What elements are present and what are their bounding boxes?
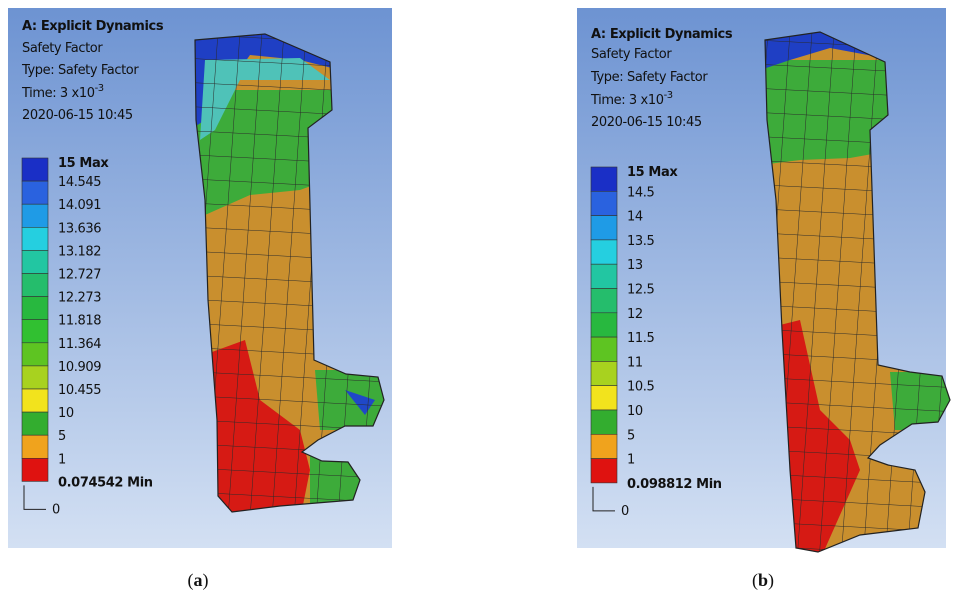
legend-swatch — [22, 458, 48, 481]
header-title: A: Explicit Dynamics — [591, 27, 733, 42]
legend-swatch — [591, 216, 617, 240]
legend-swatch — [591, 167, 617, 191]
legend-zero: 0 — [621, 504, 629, 519]
legend-swatch — [22, 158, 48, 181]
header-result: Safety Factor — [22, 41, 103, 56]
legend-label: 10.5 — [627, 380, 654, 395]
legend-swatch — [22, 297, 48, 320]
legend-label: 0.074542 Min — [58, 475, 153, 490]
figure: A: Explicit Dynamics Safety Factor Type: S… — [0, 0, 956, 605]
header-time: Time: 3 x10-3 — [21, 83, 104, 101]
time-exponent: -3 — [664, 90, 673, 101]
legend-label: 1 — [627, 453, 635, 468]
legend-label: 11.364 — [58, 337, 101, 352]
page: {"panels": [ {"header": {"title": "A: Ex… — [0, 0, 956, 605]
legend-swatch — [591, 361, 617, 385]
legend-label: 14.091 — [58, 198, 101, 213]
legend-swatch — [22, 250, 48, 273]
legend-swatch — [591, 289, 617, 313]
legend-label: 10 — [627, 404, 643, 419]
legend-swatch — [22, 366, 48, 389]
legend-label: 14.5 — [627, 185, 654, 200]
legend-label: 11.818 — [58, 314, 101, 329]
time-text: Time: 3 x10 — [21, 86, 95, 101]
time-exponent: -3 — [95, 83, 104, 94]
legend-swatch — [591, 434, 617, 458]
legend-label: 0.098812 Min — [627, 477, 722, 492]
legend-label: 14.545 — [58, 175, 101, 190]
legend-swatch — [591, 337, 617, 361]
caption-part: a — [194, 570, 203, 590]
legend-label: 11 — [627, 355, 643, 370]
legend-swatch — [591, 386, 617, 410]
header-date: 2020-06-15 10:45 — [591, 115, 702, 130]
legend-label: 1 — [58, 452, 66, 467]
legend-label: 15 Max — [58, 156, 109, 171]
legend-swatch — [591, 240, 617, 264]
legend-swatch — [22, 227, 48, 250]
legend-swatch — [591, 410, 617, 434]
legend-label: 13.5 — [627, 234, 654, 249]
legend-swatch — [591, 313, 617, 337]
legend-swatch — [22, 389, 48, 412]
legend-label: 12.273 — [58, 291, 101, 306]
legend-label: 5 — [627, 428, 635, 443]
legend-label: 14 — [627, 210, 643, 225]
legend-label: 13 — [627, 258, 643, 273]
header-type: Type: Safety Factor — [21, 63, 139, 78]
header-date: 2020-06-15 10:45 — [22, 108, 133, 123]
header-type: Type: Safety Factor — [590, 70, 708, 85]
legend-label: 13.636 — [58, 221, 101, 236]
legend-label: 12.727 — [58, 268, 101, 283]
header-time: Time: 3 x10-3 — [590, 90, 673, 108]
caption-part: ) — [768, 570, 774, 591]
legend-swatch — [591, 264, 617, 288]
caption: (a) — [188, 570, 209, 591]
legend-swatch — [22, 204, 48, 227]
legend-label: 13.182 — [58, 244, 101, 259]
legend-label: 10 — [58, 406, 74, 421]
legend-label: 12 — [627, 307, 643, 322]
legend-swatch — [22, 181, 48, 204]
legend-label: 5 — [58, 429, 66, 444]
legend-label: 15 Max — [627, 165, 678, 180]
legend-swatch — [22, 343, 48, 366]
time-text: Time: 3 x10 — [590, 93, 664, 108]
caption-part: b — [758, 570, 768, 590]
caption-part: ) — [203, 570, 209, 591]
legend-swatch — [22, 435, 48, 458]
caption: (b) — [752, 570, 774, 591]
legend-swatch — [22, 274, 48, 297]
header-result: Safety Factor — [591, 47, 672, 62]
legend-label: 11.5 — [627, 331, 654, 346]
legend-label: 10.455 — [58, 383, 101, 398]
legend-swatch — [22, 320, 48, 343]
legend-swatch — [591, 459, 617, 483]
legend-zero: 0 — [52, 502, 60, 517]
legend-label: 10.909 — [58, 360, 101, 375]
legend-label: 12.5 — [627, 283, 654, 298]
header-title: A: Explicit Dynamics — [22, 19, 164, 34]
legend-swatch — [22, 412, 48, 435]
legend-swatch — [591, 191, 617, 215]
